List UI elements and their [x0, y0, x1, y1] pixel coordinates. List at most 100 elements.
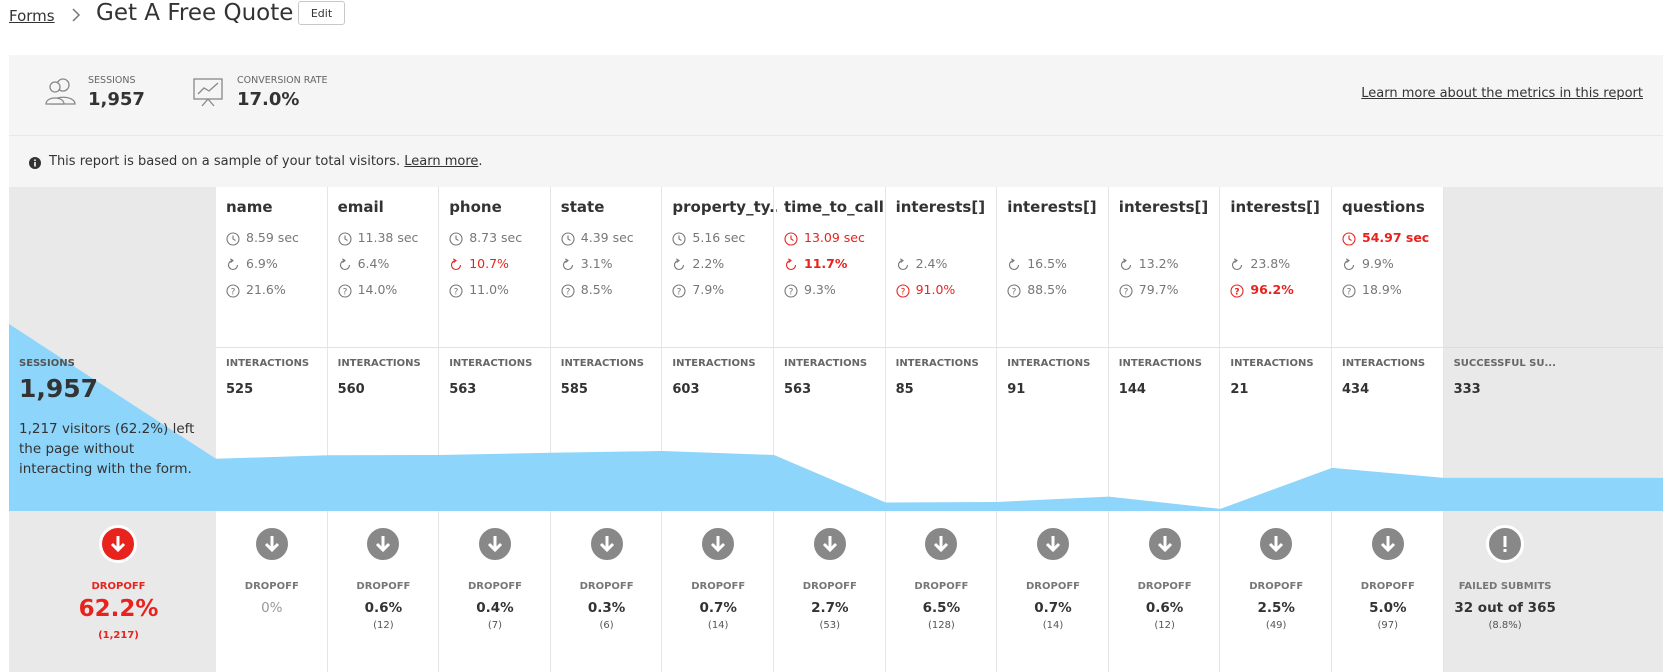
dropoff-arrow-icon[interactable]: [1368, 525, 1407, 563]
field-name[interactable]: time_to_call: [784, 198, 884, 216]
interactions-value: 91: [1007, 382, 1026, 397]
field-column-content: phone 8.73 sec 10.7%? 11.0% INTERACTIONS 563 D…: [439, 187, 551, 672]
sessions-overlay-value: 1,957: [19, 374, 99, 403]
sessions-description: 1,217 visitors (62.2%) left the page wit…: [19, 421, 195, 477]
field-name[interactable]: name: [226, 198, 273, 216]
dropoff-value: 0%: [261, 600, 283, 616]
dropoff-arrow-icon[interactable]: [1033, 525, 1072, 563]
dropoff-value: 0.6%: [364, 600, 403, 616]
dropoff-label: DROPOFF: [467, 581, 522, 592]
success-column-text: SUCCESSFUL SU... 333 FAILED SUBMITS 32 o…: [1444, 187, 1567, 672]
svg-text:?: ?: [565, 287, 570, 297]
successful-submits-value: 333: [1453, 382, 1481, 397]
interactions-label: INTERACTIONS: [560, 358, 644, 369]
field-column-2: [439, 187, 551, 672]
field-column-content: state 4.39 sec 3.1%? 8.5% INTERACTIONS 585 DRO…: [551, 187, 663, 672]
field-name[interactable]: email: [337, 198, 384, 216]
interactions-value: 603: [672, 382, 700, 397]
field-name[interactable]: property_ty...: [672, 198, 778, 216]
metrics-bar: SESSIONS 1,957 CONVERSION RATE 17.0% Lea…: [9, 55, 1663, 135]
field-name[interactable]: state: [560, 198, 605, 216]
field-column-content: time_to_call 13.09 sec 11.7%? 9.3% INTERACTI…: [774, 187, 886, 672]
field-column-content: name 8.59 sec 6.9%? 21.6% INTERACTIONS 525 DRO…: [216, 187, 328, 672]
interactions-label: INTERACTIONS: [1007, 358, 1091, 369]
learn-more-metrics-link[interactable]: Learn more about the metrics in this rep…: [1361, 86, 1643, 101]
dropoff-count: (128): [927, 620, 955, 631]
dropoff-label: DROPOFF: [802, 581, 857, 592]
chart-board-icon: [193, 78, 223, 107]
dropoff-arrow-icon[interactable]: [810, 525, 849, 563]
edit-button[interactable]: Edit: [298, 1, 345, 25]
conversion-value: 17.0%: [237, 89, 300, 110]
form-analytics-grid: SESSIONS 1,957 SESSIONS 1,957 1,217 visi…: [9, 187, 1663, 672]
dropoff-label: DROPOFF: [691, 581, 746, 592]
field-column-5: [774, 187, 886, 672]
svg-text:?: ?: [454, 287, 459, 297]
svg-text:?: ?: [1012, 287, 1017, 297]
field-name[interactable]: phone: [449, 198, 502, 216]
dropoff-label: DROPOFF: [356, 581, 411, 592]
exclamation-icon[interactable]: [1485, 525, 1524, 563]
dropoff-value: 0.3%: [587, 600, 626, 616]
dropoff-count: (97): [1377, 620, 1399, 631]
dropoff-arrow-icon[interactable]: [922, 525, 961, 563]
field-column-content: interests[] 13.2%? 79.7% INTERACTIONS 144 DRO…: [1109, 187, 1221, 672]
field-column-content: interests[] 16.5%? 88.5% INTERACTIONS 91 DROP…: [997, 187, 1109, 672]
dropoff-label: DROPOFF: [1025, 581, 1080, 592]
field-column-1: [327, 187, 440, 672]
field-name[interactable]: interests[]: [895, 198, 986, 216]
success-column: [1443, 187, 1663, 672]
dropoff-label: DROPOFF: [1137, 581, 1192, 592]
svg-text:?: ?: [342, 287, 347, 297]
dropoff-label: DROPOFF: [579, 581, 634, 592]
page-title: Get A Free Quote: [96, 0, 294, 26]
dropoff-arrow-icon[interactable]: [252, 525, 291, 563]
svg-text:?: ?: [231, 287, 236, 297]
dropoff-value: 2.5%: [1257, 600, 1295, 616]
interactions-label: INTERACTIONS: [449, 358, 533, 369]
field-column-content: interests[] 23.8%? 96.2% INTERACTIONS 21 DROP…: [1220, 187, 1332, 672]
dropoff-value: 0.4%: [476, 600, 514, 616]
dropoff-count: (12): [1154, 620, 1175, 631]
users-icon: [45, 78, 76, 105]
failed-submits-label: FAILED SUBMITS: [1458, 581, 1552, 592]
dropoff-label: DROPOFF: [1360, 581, 1415, 592]
dropoff-value: 0.7%: [699, 600, 737, 616]
field-column-content: email 11.38 sec 6.4%? 14.0% INTERACTIONS 560 D…: [328, 187, 440, 672]
dropoff-arrow-icon[interactable]: [1145, 525, 1184, 563]
interactions-value: 21: [1230, 382, 1249, 397]
dropoff-count: (14): [1042, 620, 1064, 631]
dropoff-arrow-icon[interactable]: [475, 525, 514, 563]
sessions-dropoff-value: 62.2%: [78, 596, 159, 622]
dropoff-alert-icon[interactable]: [99, 525, 137, 563]
sessions-overlay-label: SESSIONS: [19, 358, 75, 369]
field-column-4: [662, 187, 774, 672]
dropoff-arrow-icon[interactable]: [587, 525, 626, 563]
dropoff-arrow-icon[interactable]: [699, 525, 738, 563]
dropoff-value: 6.5%: [922, 600, 961, 616]
field-name[interactable]: interests[]: [1118, 198, 1209, 216]
interactions-label: INTERACTIONS: [784, 358, 868, 369]
field-name[interactable]: interests[]: [1230, 198, 1320, 216]
svg-text:?: ?: [789, 287, 794, 297]
field-column-9: [1220, 187, 1332, 672]
interactions-value: 85: [895, 382, 914, 397]
sample-notice: This report is based on a sample of your…: [9, 135, 1663, 187]
dropoff-arrow-icon[interactable]: [364, 525, 403, 563]
interactions-label: INTERACTIONS: [1342, 358, 1426, 369]
sessions-dropoff-count: (1,217): [98, 630, 139, 641]
dropoff-value: 0.6%: [1145, 600, 1184, 616]
field-column-content: interests[] 2.4%? 91.0% INTERACTIONS 85 DROPO…: [886, 187, 998, 672]
field-name[interactable]: interests[]: [1007, 198, 1097, 216]
sessions-value: 1,957: [88, 89, 145, 110]
breadcrumb-forms-link[interactable]: Forms: [9, 7, 55, 25]
field-column-8: [1108, 187, 1221, 672]
field-name[interactable]: questions: [1342, 198, 1425, 216]
dropoff-value: 0.7%: [1034, 600, 1072, 616]
learn-more-link[interactable]: Learn more: [404, 154, 479, 169]
sessions-dropoff-label: DROPOFF: [91, 581, 146, 592]
funnel-chart: [9, 324, 1663, 511]
dropoff-arrow-icon[interactable]: [1257, 525, 1296, 563]
svg-text:?: ?: [1235, 287, 1240, 297]
interactions-label: INTERACTIONS: [337, 358, 421, 369]
